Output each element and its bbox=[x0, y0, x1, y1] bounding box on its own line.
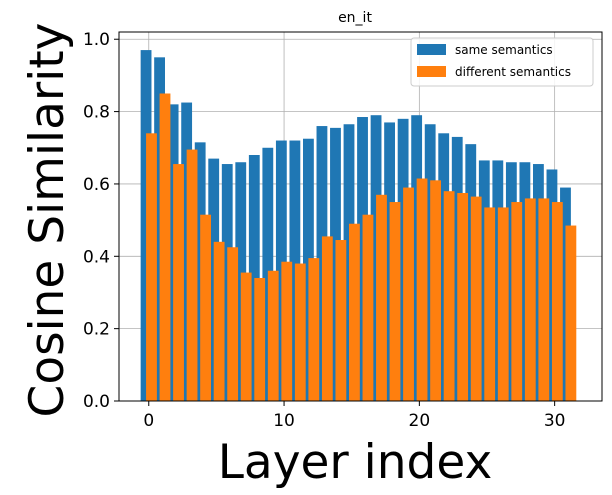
bar-different-semantics bbox=[308, 258, 320, 401]
x-tick-label: 0 bbox=[143, 411, 154, 431]
bar-same-semantics bbox=[424, 124, 436, 401]
bar-different-semantics bbox=[200, 214, 211, 401]
bar-different-semantics bbox=[267, 270, 279, 401]
bar-different-semantics bbox=[173, 164, 184, 401]
legend-swatch-different-semantics bbox=[417, 66, 446, 77]
legend-label-different-semantics: different semantics bbox=[455, 65, 571, 79]
bar-different-semantics bbox=[443, 191, 455, 401]
bar-different-semantics bbox=[470, 196, 482, 401]
bar-different-semantics bbox=[565, 225, 577, 401]
bar-different-semantics bbox=[159, 93, 171, 401]
y-tick-label: 0.4 bbox=[83, 247, 110, 267]
x-tick-label: 20 bbox=[409, 411, 431, 431]
legend-box bbox=[410, 37, 594, 87]
bar-different-semantics bbox=[551, 202, 563, 401]
bar-same-semantics bbox=[208, 158, 220, 401]
bar-same-semantics bbox=[154, 57, 165, 402]
bar-different-semantics bbox=[321, 236, 333, 401]
y-axis-title: Cosine Similarity bbox=[20, 23, 75, 418]
bar-different-semantics bbox=[146, 133, 157, 401]
y-tick-label: 1.0 bbox=[83, 30, 110, 50]
bar-different-semantics bbox=[430, 180, 441, 401]
bar-different-semantics bbox=[227, 247, 239, 401]
bar-different-semantics bbox=[524, 198, 536, 401]
x-axis-title: Layer index bbox=[218, 435, 493, 490]
bar-same-semantics bbox=[411, 115, 423, 402]
bar-different-semantics bbox=[254, 278, 266, 401]
y-tick-label: 0.2 bbox=[83, 320, 110, 340]
y-tick-label: 0.0 bbox=[83, 392, 110, 412]
chart-title: en_it bbox=[338, 10, 372, 26]
legend-label-same-semantics: same semantics bbox=[455, 43, 553, 57]
bar-different-semantics bbox=[294, 263, 306, 401]
x-tick-label: 30 bbox=[544, 411, 566, 431]
bar-different-semantics bbox=[511, 202, 523, 401]
bar-different-semantics bbox=[538, 198, 550, 401]
bar-different-semantics bbox=[389, 202, 401, 401]
bar-same-semantics bbox=[397, 118, 409, 401]
bar-same-semantics bbox=[289, 140, 301, 401]
bar-same-semantics bbox=[275, 140, 287, 401]
plot-frame bbox=[118, 31, 603, 402]
bar-different-semantics bbox=[213, 241, 225, 401]
bar-same-semantics bbox=[303, 138, 314, 401]
y-tick-label: 0.8 bbox=[83, 103, 110, 123]
bar-different-semantics bbox=[281, 261, 293, 401]
bar-different-semantics bbox=[376, 194, 387, 401]
bar-different-semantics bbox=[362, 214, 374, 401]
bars-layer bbox=[140, 50, 577, 402]
bar-different-semantics bbox=[484, 207, 496, 401]
bar-different-semantics bbox=[240, 272, 252, 401]
ticks-layer: 0 10 20 30 0.0 0.2 0.4 0.6 0.8 1.0 bbox=[83, 30, 566, 431]
x-tick-label: 10 bbox=[273, 411, 295, 431]
y-tick-label: 0.6 bbox=[83, 175, 110, 195]
bar-different-semantics bbox=[349, 223, 360, 401]
bar-different-semantics bbox=[457, 192, 469, 401]
bar-different-semantics bbox=[186, 149, 198, 401]
bar-different-semantics bbox=[335, 240, 347, 401]
legend: same semantics different semantics bbox=[410, 37, 594, 87]
bar-different-semantics bbox=[497, 207, 509, 401]
legend-swatch-same-semantics bbox=[417, 44, 446, 55]
bar-different-semantics bbox=[416, 178, 428, 401]
bar-different-semantics bbox=[403, 187, 414, 401]
